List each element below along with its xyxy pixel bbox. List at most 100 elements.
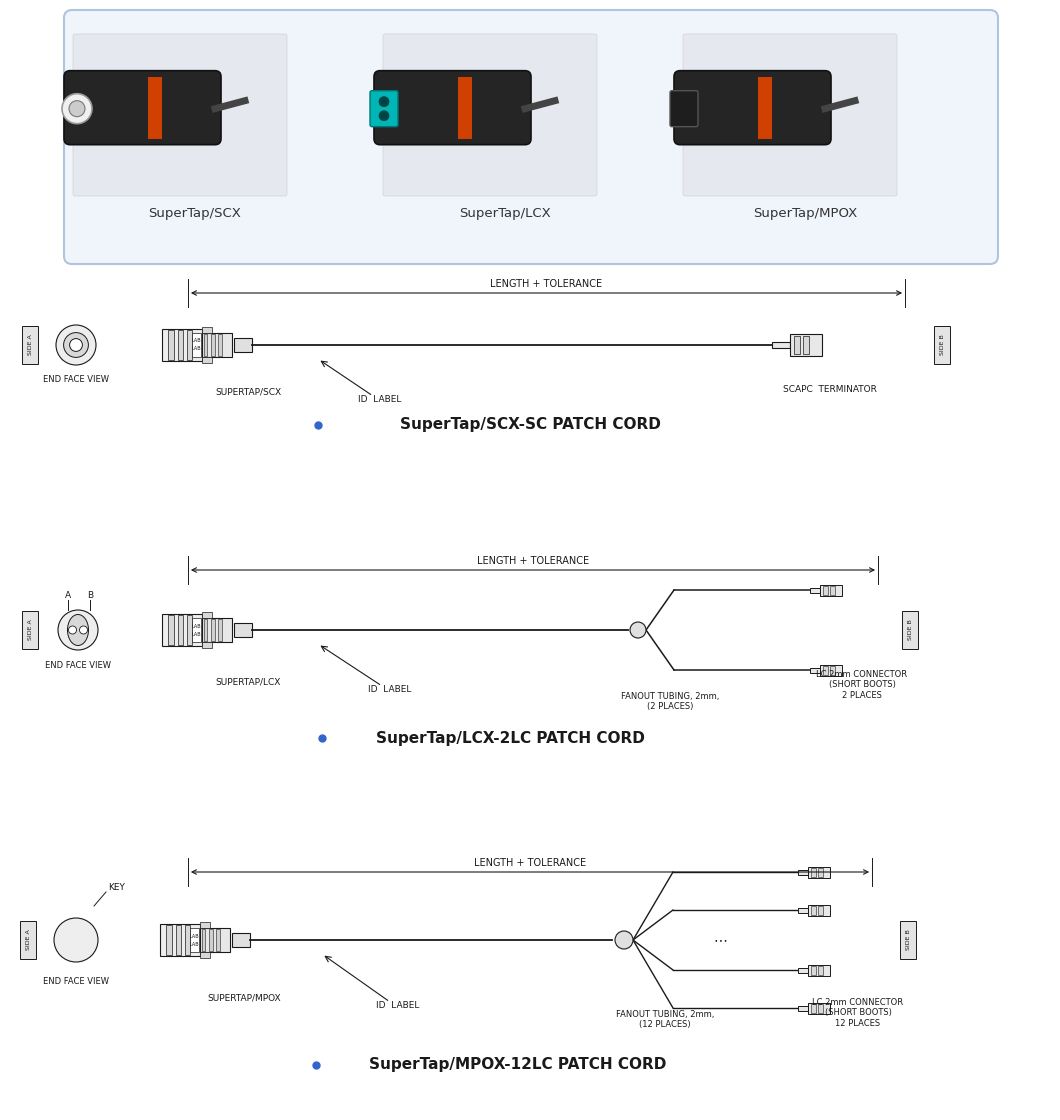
Bar bbox=[188, 615, 192, 645]
Text: ID  LABEL: ID LABEL bbox=[358, 395, 402, 404]
Text: SuperTap/MPOX-12LC PATCH CORD: SuperTap/MPOX-12LC PATCH CORD bbox=[369, 1057, 667, 1073]
Text: FANOUT TUBING, 2mm,
(2 PLACES): FANOUT TUBING, 2mm, (2 PLACES) bbox=[621, 692, 719, 711]
Text: SuperTap/SCX: SuperTap/SCX bbox=[148, 207, 242, 221]
Text: LENGTH + TOLERANCE: LENGTH + TOLERANCE bbox=[477, 556, 589, 566]
Circle shape bbox=[56, 325, 96, 365]
Bar bbox=[811, 1004, 816, 1012]
Bar bbox=[201, 327, 212, 334]
Bar bbox=[201, 618, 232, 642]
Bar bbox=[934, 326, 950, 364]
FancyBboxPatch shape bbox=[383, 34, 597, 196]
Text: ⋯: ⋯ bbox=[713, 933, 727, 948]
Bar bbox=[234, 623, 252, 637]
Bar bbox=[803, 336, 809, 354]
Bar bbox=[209, 930, 213, 951]
Bar bbox=[811, 905, 816, 915]
Bar bbox=[192, 618, 201, 642]
Bar bbox=[810, 668, 820, 672]
Bar bbox=[808, 905, 830, 915]
Bar bbox=[830, 586, 835, 595]
Text: LAB: LAB bbox=[190, 942, 199, 946]
Text: B: B bbox=[87, 590, 93, 599]
Text: LAB: LAB bbox=[190, 933, 199, 939]
Bar bbox=[186, 925, 190, 955]
Circle shape bbox=[58, 610, 98, 650]
Text: SIDE A: SIDE A bbox=[25, 930, 31, 951]
Bar bbox=[178, 330, 183, 360]
Text: SIDE B: SIDE B bbox=[905, 930, 911, 951]
Circle shape bbox=[69, 626, 76, 634]
Bar bbox=[818, 965, 823, 974]
Bar bbox=[201, 613, 212, 618]
Bar bbox=[211, 335, 214, 355]
Bar bbox=[232, 933, 250, 946]
Bar bbox=[73, 924, 79, 928]
Bar bbox=[823, 665, 828, 674]
Text: SIDE A: SIDE A bbox=[28, 619, 33, 641]
Bar bbox=[162, 329, 201, 361]
Text: KEY: KEY bbox=[108, 884, 125, 893]
Text: ID  LABEL: ID LABEL bbox=[368, 685, 411, 694]
Bar bbox=[758, 76, 772, 139]
Text: SUPERTAP/LCX: SUPERTAP/LCX bbox=[215, 678, 281, 687]
Bar bbox=[458, 76, 472, 139]
Ellipse shape bbox=[68, 615, 88, 645]
Text: END FACE VIEW: END FACE VIEW bbox=[43, 374, 109, 383]
Bar bbox=[798, 869, 808, 875]
Text: LENGTH + TOLERANCE: LENGTH + TOLERANCE bbox=[491, 279, 602, 289]
Bar bbox=[160, 924, 199, 956]
Bar bbox=[22, 326, 38, 364]
Circle shape bbox=[615, 931, 633, 949]
Bar bbox=[830, 665, 835, 674]
Bar bbox=[20, 921, 36, 959]
Bar bbox=[818, 1004, 823, 1012]
Bar bbox=[192, 333, 201, 357]
Bar bbox=[201, 642, 212, 647]
Bar bbox=[820, 585, 842, 596]
Bar bbox=[201, 930, 206, 951]
Bar bbox=[148, 76, 162, 139]
Text: SIDE A: SIDE A bbox=[28, 335, 33, 355]
Circle shape bbox=[54, 918, 98, 962]
Text: SuperTap/LCX: SuperTap/LCX bbox=[459, 207, 551, 221]
Bar bbox=[218, 619, 222, 641]
Text: LAB: LAB bbox=[192, 346, 201, 352]
Text: SuperTap/SCX-SC PATCH CORD: SuperTap/SCX-SC PATCH CORD bbox=[400, 418, 660, 432]
Text: END FACE VIEW: END FACE VIEW bbox=[45, 662, 111, 671]
Text: SCAPC  TERMINATOR: SCAPC TERMINATOR bbox=[783, 384, 877, 393]
Bar bbox=[169, 330, 174, 360]
Bar bbox=[201, 334, 232, 356]
Bar bbox=[234, 338, 252, 352]
Bar bbox=[199, 952, 210, 958]
Circle shape bbox=[80, 626, 88, 634]
Bar bbox=[169, 615, 174, 645]
Bar bbox=[204, 619, 208, 641]
Circle shape bbox=[70, 338, 83, 352]
Bar bbox=[22, 612, 38, 648]
Bar bbox=[798, 907, 808, 913]
Bar bbox=[218, 335, 222, 355]
Text: SuperTap/LCX-2LC PATCH CORD: SuperTap/LCX-2LC PATCH CORD bbox=[375, 730, 644, 746]
Bar bbox=[681, 86, 690, 95]
Text: SUPERTAP/MPOX: SUPERTAP/MPOX bbox=[207, 993, 281, 1002]
Bar bbox=[772, 342, 790, 348]
Text: LENGTH + TOLERANCE: LENGTH + TOLERANCE bbox=[474, 858, 586, 868]
Text: LAB: LAB bbox=[192, 632, 201, 636]
FancyBboxPatch shape bbox=[64, 10, 999, 264]
Bar bbox=[216, 930, 219, 951]
Bar bbox=[790, 334, 822, 356]
FancyBboxPatch shape bbox=[64, 71, 220, 144]
Bar bbox=[808, 964, 830, 976]
Circle shape bbox=[379, 111, 389, 121]
Text: SIDE B: SIDE B bbox=[939, 335, 944, 355]
Bar bbox=[808, 1002, 830, 1014]
Bar bbox=[823, 586, 828, 595]
Circle shape bbox=[630, 622, 646, 638]
Bar bbox=[818, 868, 823, 877]
Bar bbox=[211, 619, 214, 641]
Bar bbox=[811, 868, 816, 877]
FancyBboxPatch shape bbox=[374, 71, 531, 144]
Bar bbox=[178, 615, 183, 645]
Circle shape bbox=[379, 96, 389, 106]
FancyBboxPatch shape bbox=[670, 91, 697, 127]
